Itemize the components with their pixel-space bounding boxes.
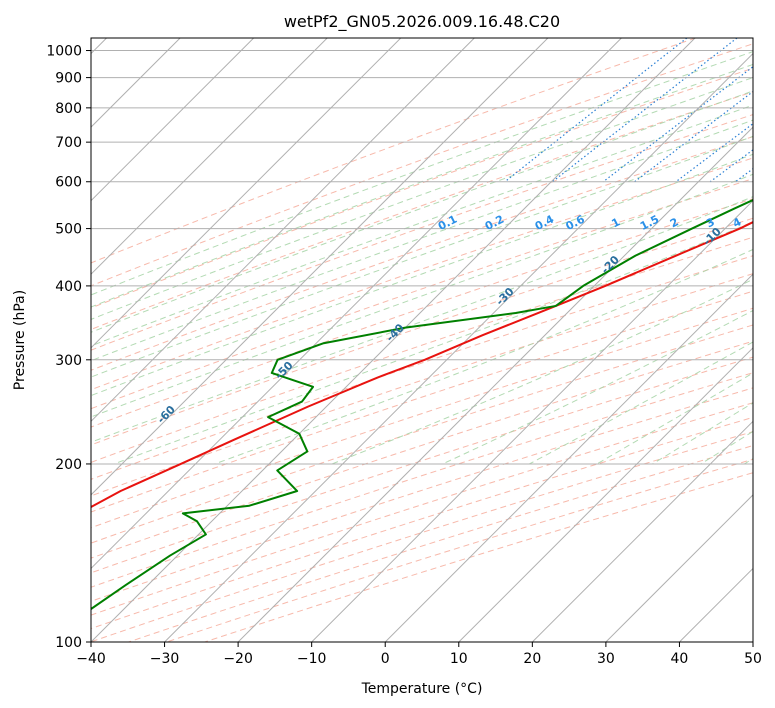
mixing-ratio-line — [709, 149, 753, 183]
moist-adiabat-line — [91, 76, 753, 320]
mixing-ratio-line — [602, 65, 753, 183]
x-tick-label: −30 — [150, 651, 180, 667]
x-tick-label: −20 — [223, 651, 253, 667]
isotherm-gridline — [91, 38, 402, 349]
x-tick-label: 50 — [744, 651, 762, 667]
mixing-ratio-label: 0.6 — [564, 213, 588, 234]
dry-adiabat-line — [91, 372, 753, 588]
x-axis: −40 −30 −20 −10 0 10 20 30 40 50 — [76, 642, 762, 667]
dry-adiabat-line — [204, 472, 753, 642]
y-tick-label: 800 — [55, 101, 82, 117]
dry-adiabat-line — [91, 324, 753, 544]
isotherm-label-cold: -40 — [384, 321, 407, 344]
x-tick-label: 0 — [381, 651, 390, 667]
y-tick-label: 600 — [55, 175, 82, 191]
x-tick-label: −40 — [76, 651, 106, 667]
isotherm-gridline — [752, 641, 753, 642]
isotherm-gridline — [384, 273, 753, 642]
isotherm-label-cold: -60 — [155, 403, 178, 426]
isotherm-gridline — [91, 38, 622, 570]
isotherm-label-cold: -70 — [34, 450, 57, 473]
moist-adiabat-line — [91, 135, 753, 378]
mixing-ratio-label: 0.4 — [533, 213, 557, 234]
y-tick-label: 400 — [55, 279, 82, 295]
dewpoint-profile-line — [91, 198, 753, 611]
y-tick-label: 100 — [55, 635, 82, 651]
dry-adiabats — [91, 38, 753, 642]
dry-adiabat-line — [91, 340, 753, 559]
mixing-ratio-label: 0.1 — [436, 213, 459, 233]
isotherm-gridline — [91, 38, 255, 202]
isotherm-gridline — [91, 38, 549, 496]
moist-adiabat-line — [91, 119, 753, 362]
moist-adiabat-line — [91, 63, 753, 308]
moist-adiabat-line — [113, 221, 753, 465]
isobar-grid — [91, 50, 753, 642]
dry-adiabat-line — [91, 416, 753, 630]
isotherm-label-cold: -20 — [599, 253, 622, 276]
sounding-profiles — [91, 198, 753, 611]
chart-title: wetPf2_GN05.2026.009.16.48.C20 — [284, 12, 560, 32]
y-tick-label: 300 — [55, 353, 82, 369]
isotherm-gridline — [164, 52, 753, 642]
dry-adiabat-line — [91, 43, 753, 287]
moist-adiabat-line — [91, 173, 753, 418]
isotherm-gridline — [679, 567, 753, 642]
isotherm-gridline — [311, 199, 753, 642]
isotherm-gridline — [237, 126, 753, 642]
isotherm-gridline — [531, 420, 753, 642]
mixing-ratio-line — [634, 90, 753, 183]
moist-adiabat-line — [91, 51, 753, 296]
dry-adiabat-line — [91, 38, 696, 264]
y-tick-label: 500 — [55, 222, 82, 238]
x-tick-label: −10 — [297, 651, 327, 667]
moist-adiabats — [91, 51, 753, 465]
x-tick-label: 10 — [450, 651, 468, 667]
y-axis-label: Pressure (hPa) — [12, 290, 28, 390]
mixing-ratio-line — [504, 38, 688, 183]
line-labels: 0.10.20.40.611.52346810131620253036-100-… — [34, 213, 775, 473]
y-tick-label: 1000 — [46, 44, 82, 60]
isotherm-gridline — [458, 347, 753, 642]
y-axis: 100 200 300 400 500 600 700 800 900 1000 — [46, 44, 91, 651]
moist-adiabat-line — [91, 90, 753, 333]
moist-adiabat-line — [700, 430, 753, 465]
dry-adiabat-line — [91, 402, 753, 616]
mixing-ratio-label: 1.5 — [638, 213, 661, 233]
y-tick-label: 700 — [55, 135, 82, 151]
moist-adiabat-line — [331, 278, 753, 465]
y-tick-label: 200 — [55, 457, 82, 473]
mixing-ratio-line — [675, 122, 753, 183]
x-tick-label: 40 — [671, 651, 689, 667]
moist-adiabat-line — [91, 153, 753, 397]
isotherm-gridline — [91, 38, 475, 423]
moist-adiabat-line — [214, 248, 753, 465]
dry-adiabat-line — [91, 356, 753, 574]
x-tick-label: 30 — [597, 651, 615, 667]
isotherm-gridline — [605, 494, 753, 642]
dry-adiabat-line — [91, 307, 753, 529]
mixing-ratio-label: 6 — [770, 215, 775, 230]
plot-area: 0.10.20.40.611.52346810131620253036-100-… — [34, 38, 775, 642]
dry-adiabat-line — [91, 387, 753, 602]
x-tick-label: 20 — [523, 651, 541, 667]
dry-adiabat-line — [91, 67, 753, 309]
isotherm-grid — [91, 38, 753, 642]
y-tick-label: 900 — [55, 71, 82, 87]
isotherm-gridline — [91, 38, 696, 642]
mixing-ratio-line — [735, 167, 753, 183]
dry-adiabat-line — [91, 290, 753, 513]
plot-frame — [90, 37, 754, 643]
isotherm-gridline — [91, 38, 328, 275]
mixing-ratio-lines — [504, 38, 753, 183]
dry-adiabat-line — [91, 91, 753, 330]
x-axis-label: Temperature (°C) — [361, 681, 483, 697]
mixing-ratio-line — [552, 38, 738, 183]
